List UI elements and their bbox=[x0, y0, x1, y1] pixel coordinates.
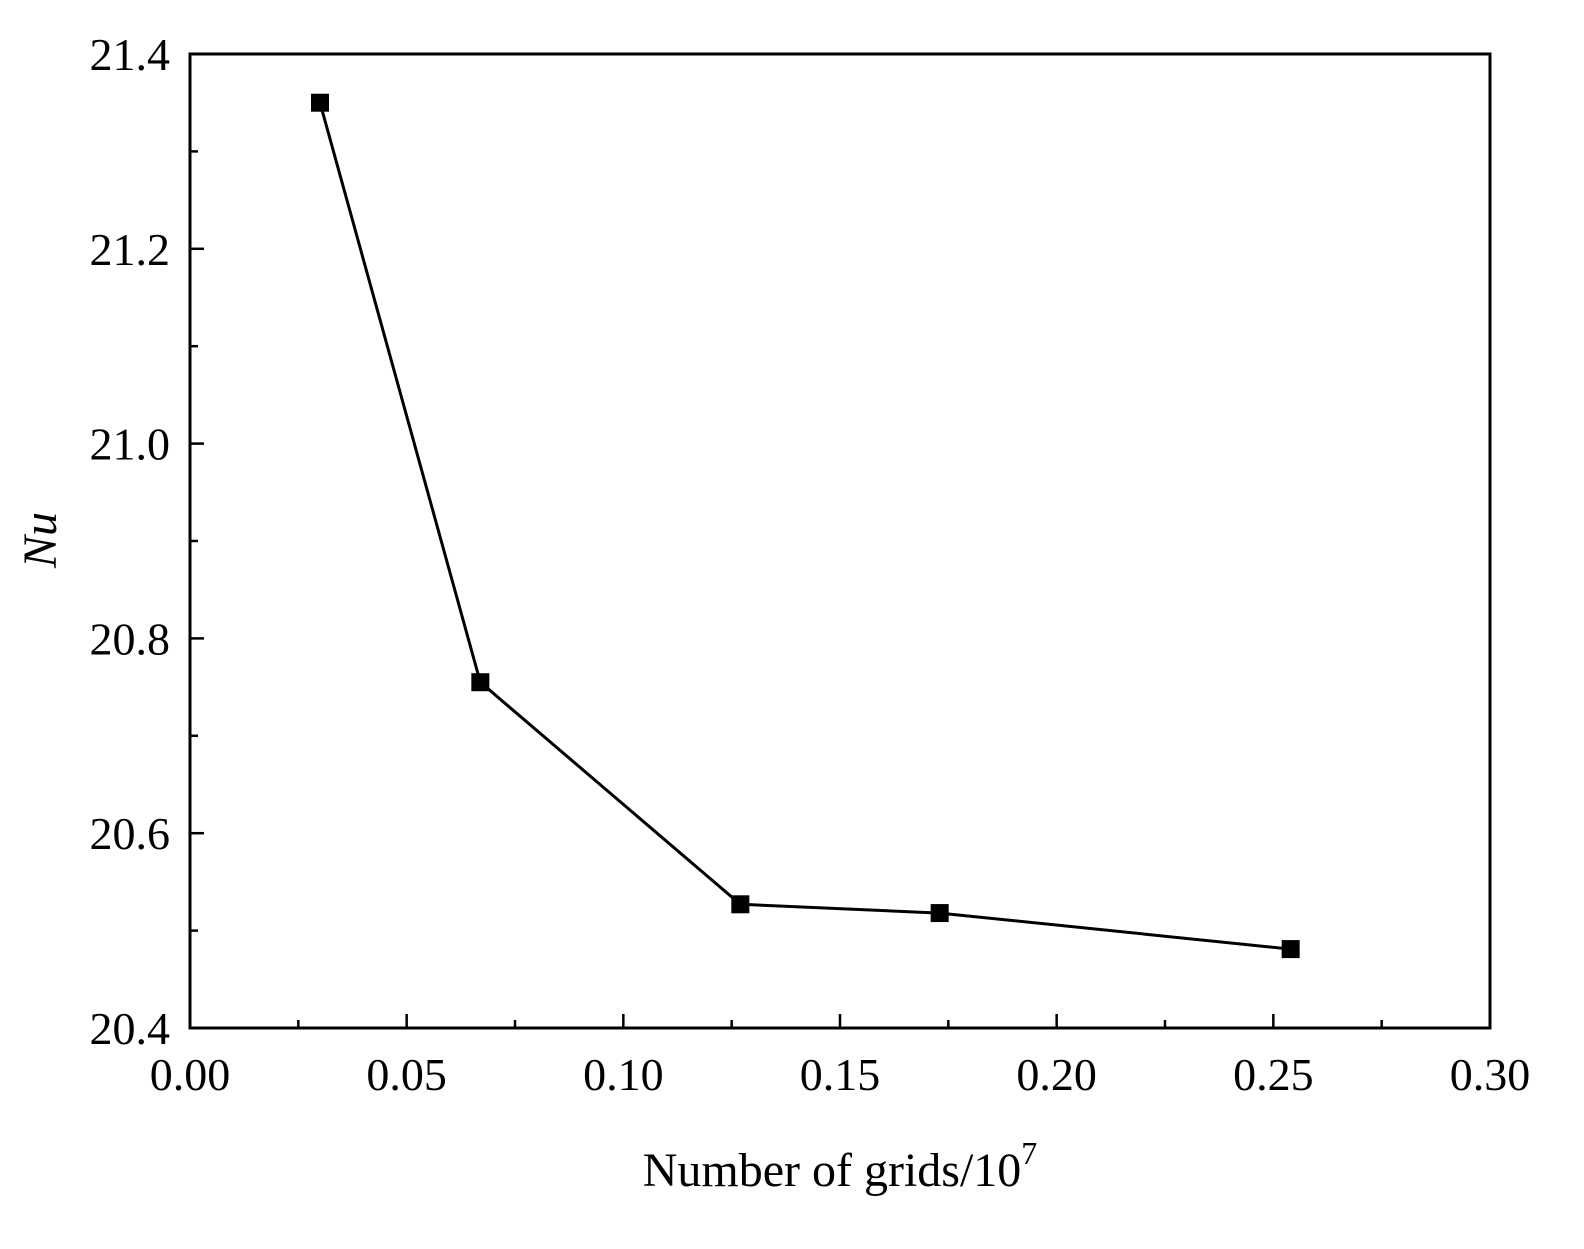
data-point bbox=[930, 904, 949, 923]
data-point bbox=[1281, 940, 1300, 959]
data-point bbox=[311, 93, 329, 112]
data-point bbox=[471, 673, 490, 692]
x-tick-label: 0.20 bbox=[1016, 1049, 1097, 1100]
y-tick-label: 20.6 bbox=[90, 808, 171, 859]
x-tick-label: 0.15 bbox=[800, 1049, 881, 1100]
y-tick-label: 20.8 bbox=[90, 613, 171, 664]
x-axis-ticks: 0.00 0.05 0.10 0.15 0.20 0.25 0.30 bbox=[150, 1014, 1531, 1100]
y-axis-ticks: 20.4 20.6 20.8 21.0 21.2 21.4 bbox=[90, 29, 204, 1054]
x-tick-label: 0.00 bbox=[150, 1049, 231, 1100]
x-axis-title-exponent: 7 bbox=[1021, 1135, 1037, 1171]
plot-border bbox=[188, 52, 1492, 1030]
x-axis-title: Number of grids/107 bbox=[643, 1135, 1038, 1197]
y-tick-label: 21.2 bbox=[90, 224, 171, 275]
data-point bbox=[731, 895, 750, 914]
y-tick-label: 20.4 bbox=[90, 1003, 171, 1054]
series-line bbox=[318, 102, 1291, 951]
y-tick-label: 21.0 bbox=[90, 419, 171, 470]
x-tick-label: 0.05 bbox=[366, 1049, 447, 1100]
x-tick-label: 0.30 bbox=[1450, 1049, 1531, 1100]
y-tick-label: 21.4 bbox=[90, 29, 171, 80]
x-tick-label: 0.25 bbox=[1233, 1049, 1314, 1100]
x-tick-label: 0.10 bbox=[583, 1049, 664, 1100]
plot-frame bbox=[188, 52, 1492, 1030]
y-axis-title: Nu bbox=[14, 512, 67, 569]
series-layer bbox=[311, 93, 1300, 959]
